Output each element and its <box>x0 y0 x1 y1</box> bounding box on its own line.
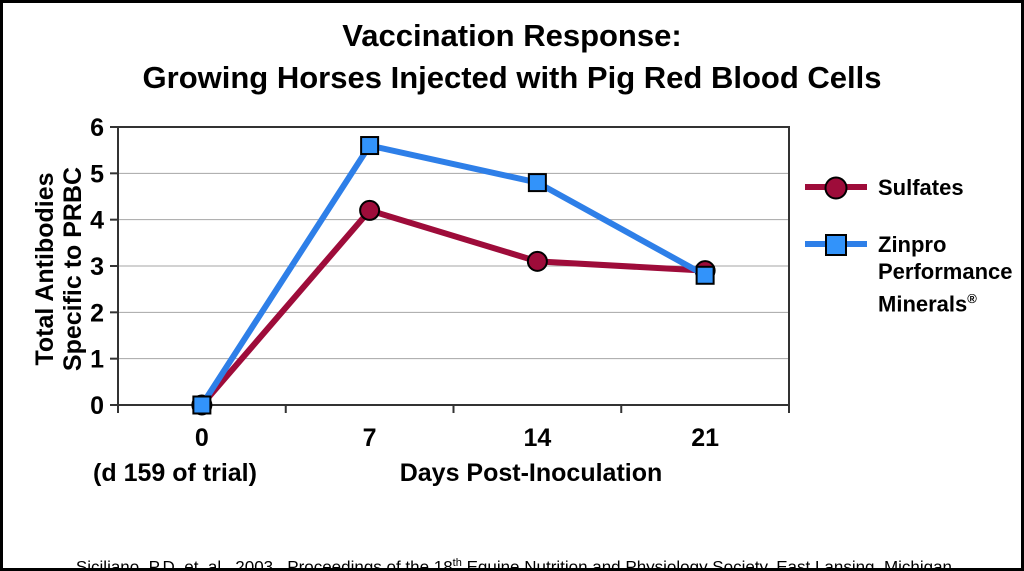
citation: Siciliano, P.D. et. al., 2003. Proceedin… <box>75 557 952 571</box>
y-tick-label: 0 <box>90 392 104 420</box>
legend-label-zinpro: Zinpro Performance Minerals® <box>878 232 1013 317</box>
chart-title: Vaccination Response: Growing Horses Inj… <box>3 15 1021 99</box>
y-tick-label: 6 <box>90 114 104 142</box>
x-axis-title: Days Post-Inoculation <box>399 459 663 487</box>
chart-title-line1: Vaccination Response: <box>342 18 682 53</box>
chart-title-line2: Growing Horses Injected with Pig Red Blo… <box>142 60 882 95</box>
y-tick-label: 3 <box>90 253 104 281</box>
x-axis-note: (d 159 of trial) <box>93 459 257 487</box>
x-tick-label: 21 <box>691 424 719 452</box>
y-tick-label: 2 <box>90 299 104 327</box>
marker-zinpro-7 <box>360 136 380 156</box>
marker-zinpro-0 <box>192 395 212 415</box>
marker-zinpro-21 <box>695 265 715 285</box>
y-tick-label: 4 <box>90 207 104 235</box>
marker-sulfates-7 <box>359 199 381 221</box>
x-tick-label: 0 <box>195 424 209 452</box>
marker-sulfates-14 <box>526 250 548 272</box>
legend-label-sulfates: Sulfates <box>878 175 964 200</box>
series-line-sulfates <box>198 207 709 408</box>
x-tick-label: 7 <box>363 424 377 452</box>
legend-item-zinpro: Zinpro Performance Minerals® <box>805 231 1021 317</box>
y-tick-label: 1 <box>90 346 104 374</box>
legend-item-sulfates: Sulfates <box>805 174 1021 201</box>
legend: Sulfates Zinpro Performance Minerals® <box>805 174 1021 317</box>
marker-zinpro-14 <box>527 173 547 193</box>
x-tick-label: 14 <box>523 424 551 452</box>
line-chart: 0 1 2 3 4 5 6 0 7 14 21 <box>90 114 790 452</box>
zinpro-line-marker-icon <box>805 231 867 258</box>
sulfates-line-marker-icon <box>805 174 867 201</box>
y-tick-label: 5 <box>90 160 104 188</box>
series-line-zinpro <box>198 142 709 408</box>
